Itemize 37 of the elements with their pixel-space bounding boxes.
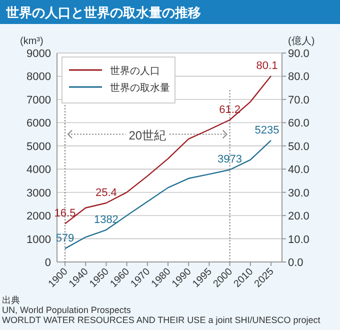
data-label: 1382 [94,214,118,226]
text: WORLDT WATER RESOURCES AND THEIR USE a joint SHI/UNESCO project [2,315,321,325]
y2-tick-label: 0.0 [288,257,304,269]
y-tick-label: 5000 [26,140,51,153]
y2-tick-label: 60.0 [288,118,310,130]
y2-tick-label: 40.0 [288,164,310,176]
annotation: 20世紀 [128,128,166,142]
data-label: 80.1 [256,60,278,72]
y-axis-title: (km³) [20,36,44,47]
y-tick-label: 9000 [26,48,51,60]
data-label: 16.5 [54,208,76,220]
data-label: 25.4 [95,187,117,200]
y-tick-label: 7000 [26,94,51,106]
y2-tick-label: 20.0 [288,210,310,223]
y2-tick-label: 90.0 [288,48,310,60]
y-tick-label: 4000 [26,164,51,176]
y2-tick-label: 30.0 [288,187,310,200]
data-label: 3973 [218,154,242,166]
y-tick-label: 0 [44,257,51,269]
data-label: 61.2 [219,104,241,116]
y2-tick-label: 10.0 [288,234,310,246]
y-tick-label: 6000 [26,118,51,130]
y2-tick-label: 50.0 [288,140,310,153]
y2-tick-label: 70.0 [288,94,310,106]
y-tick-label: 8000 [26,71,51,84]
data-label: 579 [56,232,74,245]
y2-axis-title: (億人) [288,35,315,47]
legend-label: 世界の取水量 [110,82,170,94]
y-tick-label: 3000 [26,187,51,200]
data-label: 5235 [254,124,280,136]
text: 出典 [2,295,20,305]
legend-label: 世界の人口 [110,65,160,77]
y-tick-label: 2000 [26,210,51,223]
y2-tick-label: 80.0 [288,71,310,84]
y-tick-label: 1000 [26,234,51,246]
text: UN, World Population Prospects [2,305,132,315]
title: 世界の人口と世界の取水量の推移 [6,5,201,20]
